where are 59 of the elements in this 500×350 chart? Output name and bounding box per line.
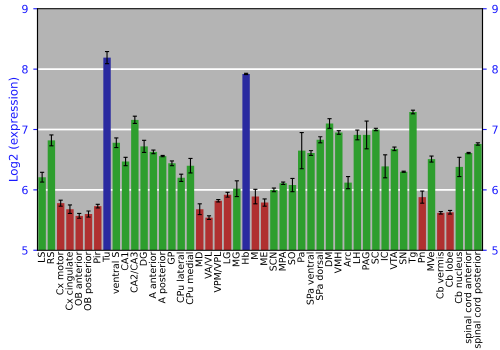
x-tick-label: Cb vermis: [436, 252, 444, 299]
x-tick-label: Arc: [344, 252, 351, 267]
x-tick-label: CPu medial: [186, 252, 194, 304]
x-tick-label: OB posterior: [84, 252, 94, 310]
x-tick-label: spinal cord posterior: [473, 252, 482, 348]
y-tick-label: 5: [22, 246, 28, 255]
x-tick-label: Pa: [297, 252, 304, 262]
x-tick-label: SPa ventral: [306, 252, 314, 304]
x-tick-label: DM: [325, 252, 332, 266]
x-tick-label: Pn: [418, 252, 425, 262]
x-tick-label: SCN: [270, 252, 277, 271]
x-tick-label: PAG: [362, 252, 370, 270]
x-tick-label: Cb nucleus: [454, 252, 462, 304]
x-tick-label: Cx motor: [56, 252, 64, 295]
x-tick-label: LH: [353, 252, 360, 264]
x-tick-label: ventral S: [112, 252, 120, 294]
x-tick-label: LG: [223, 252, 230, 264]
x-tick-label: A anterior: [148, 252, 156, 298]
x-tick-label: SN: [399, 252, 406, 264]
x-tick-label: VMH: [334, 252, 342, 274]
x-tick-label: DG: [140, 252, 147, 266]
x-tick-label: MPA: [278, 252, 286, 270]
y2-tick-label: 6: [492, 186, 498, 194]
y-tick-label: 8: [22, 65, 28, 74]
y2-tick-label: 7: [492, 126, 498, 134]
x-tick-label: VTA: [390, 252, 398, 270]
y-axis-title: Log2 (expression): [8, 78, 20, 181]
x-tick-label: spinal cord anterior: [464, 252, 474, 344]
x-tick-label: Cb lobe: [445, 252, 453, 287]
x-tick-label: VA/VL: [204, 252, 212, 279]
x-tick-label: A posterior: [158, 252, 168, 304]
x-tick-label: IC: [380, 252, 388, 260]
x-tick-label: M: [251, 252, 258, 259]
y-tick-label: 7: [22, 126, 28, 134]
x-tick-label: RS: [47, 252, 54, 264]
y-tick-label: 6: [22, 186, 28, 194]
x-tick-label: LS: [38, 252, 45, 262]
x-tick-label: MD: [195, 252, 202, 266]
x-tick-label: CA2/CA3: [130, 252, 138, 292]
x-tick-label: ME: [260, 252, 268, 265]
x-tick-label: CPu lateral: [176, 252, 184, 302]
x-tick-label: Tu: [102, 252, 110, 262]
x-tick-label: SO: [288, 252, 296, 264]
x-tick-label: CA1: [121, 252, 128, 270]
y-tick-label: 9: [22, 4, 28, 14]
x-tick-label: GP: [168, 252, 175, 264]
x-tick-label: MVe: [427, 252, 434, 270]
y2-tick-label: 9: [492, 4, 498, 14]
x-tick-label: VPM/VPL: [214, 252, 222, 292]
x-tick-label: Cx cingulate: [65, 252, 75, 310]
x-tick-label: SPa dorsal: [316, 252, 323, 300]
x-tick-label: MG: [232, 252, 240, 266]
x-tick-label: Pir: [93, 252, 100, 263]
y2-tick-label: 8: [492, 65, 498, 74]
x-tick-label: Hb: [242, 252, 249, 264]
x-tick-label: SC: [371, 252, 379, 264]
x-tick-label: Tg: [408, 252, 418, 264]
y2-tick-label: 5: [492, 246, 498, 255]
x-tick-label: OB anterior: [74, 252, 82, 306]
